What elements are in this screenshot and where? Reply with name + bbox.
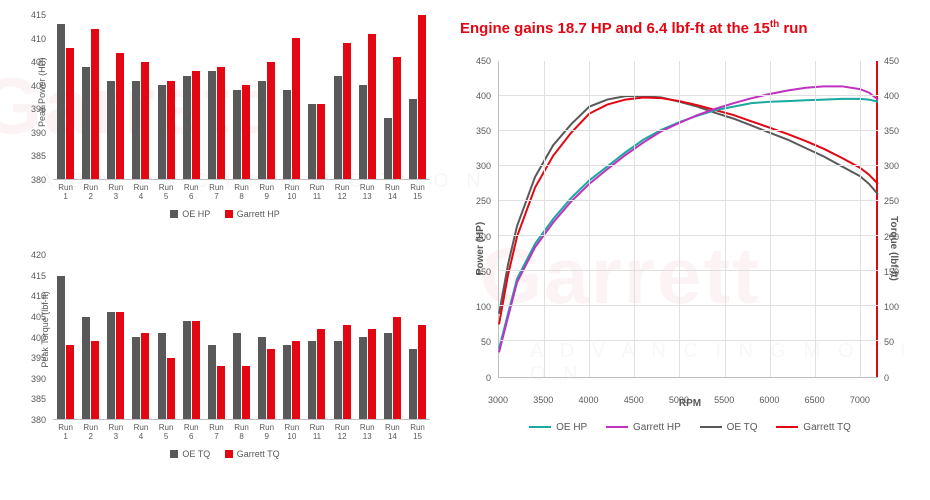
oe-swatch: [170, 210, 178, 218]
hp-y-ticks: 380385390395400405410415: [15, 15, 50, 180]
hp-legend: OE HP Garrett HP: [15, 209, 435, 220]
oe-tq-line-sw: [700, 426, 722, 428]
line-legend-1: OE HP: [556, 422, 587, 433]
tq-plot-area: [53, 255, 430, 420]
tq-legend-g: Garrett TQ: [237, 449, 280, 459]
hp-plot-area: [53, 15, 430, 180]
line-legend-3: OE TQ: [727, 422, 758, 433]
oe-hp-line-sw: [529, 426, 551, 428]
right-column: Engine gains 18.7 HP and 6.4 lbf-ft at t…: [460, 10, 920, 490]
line-legend: OE HP Garrett HP OE TQ Garrett TQ: [460, 420, 920, 433]
hp-legend-g: Garrett HP: [237, 209, 280, 219]
hp-legend-oe: OE HP: [182, 209, 210, 219]
garrett-hp-line-sw: [606, 426, 628, 428]
line-legend-4: Garrett TQ: [803, 422, 851, 433]
garrett-tq-line-sw: [776, 426, 798, 428]
hp-bar-chart: Peak Power (HP) 380385390395400405410415…: [15, 10, 435, 220]
tq-x-labels: Run1Run2Run3Run4Run5Run6Run7Run8Run9Run1…: [53, 423, 430, 442]
tq-y-ticks: 380385390395400405410415420: [15, 255, 50, 420]
hp-x-labels: Run1Run2Run3Run4Run5Run6Run7Run8Run9Run1…: [53, 183, 430, 202]
line-svg: [499, 61, 878, 377]
garrett-swatch: [225, 450, 233, 458]
tq-bar-chart: Peak Torque (lbf-ft) 3803853903954004054…: [15, 250, 435, 460]
line-plot-area: [498, 61, 878, 378]
line-y2-ticks: 050100150200250300350400450: [880, 61, 920, 378]
tq-legend: OE TQ Garrett TQ: [15, 449, 435, 460]
headline: Engine gains 18.7 HP and 6.4 lbf-ft at t…: [460, 18, 920, 39]
tq-legend-oe: OE TQ: [182, 449, 210, 459]
dyno-line-chart: Power (HP) Torque (lbf-ft) 0501001502002…: [460, 53, 920, 433]
oe-swatch: [170, 450, 178, 458]
garrett-swatch: [225, 210, 233, 218]
left-column: Peak Power (HP) 380385390395400405410415…: [15, 10, 435, 490]
line-x-label: RPM: [460, 398, 920, 409]
line-y-ticks: 050100150200250300350400450: [460, 61, 495, 378]
line-legend-2: Garrett HP: [633, 422, 681, 433]
